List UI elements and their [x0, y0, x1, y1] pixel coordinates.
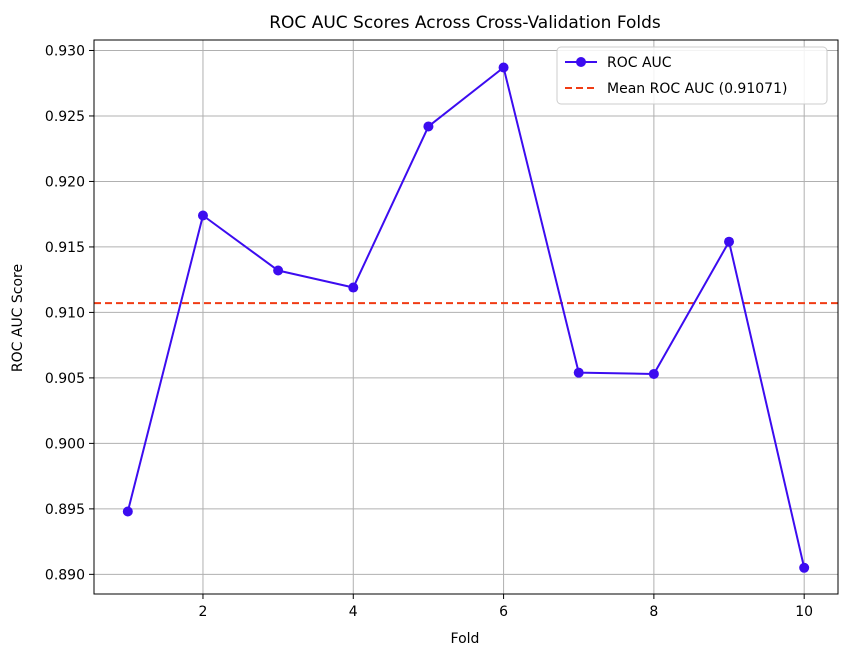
roc-auc-point: [122, 506, 133, 517]
grid-lines: [94, 40, 838, 594]
y-tick-label: 0.925: [45, 109, 85, 125]
y-tick-label: 0.915: [45, 240, 85, 256]
y-axis-ticks: 0.890 0.895 0.900 0.905 0.910 0.915 0.920 0.925…: [45, 43, 94, 583]
x-axis-ticks: 2 4 6 8 10: [199, 594, 813, 620]
y-axis-label: ROC AUC Score: [10, 264, 26, 372]
legend-label-mean: Mean ROC AUC (0.91071): [607, 81, 787, 97]
roc-auc-point: [197, 210, 208, 221]
legend-marker-roc-auc: [576, 57, 586, 67]
roc-auc-point: [573, 367, 584, 378]
data-series: [122, 62, 810, 573]
x-tick-label: 2: [199, 604, 208, 620]
roc-auc-point: [648, 368, 659, 379]
roc-auc-point: [498, 62, 509, 73]
roc-auc-point: [273, 265, 284, 276]
x-tick-label: 10: [795, 604, 813, 620]
x-tick-label: 4: [349, 604, 358, 620]
roc-auc-point: [423, 121, 434, 132]
legend-box: [556, 46, 828, 105]
y-tick-label: 0.920: [45, 174, 85, 190]
plot-frame: [93, 39, 839, 595]
y-tick-label: 0.890: [45, 567, 85, 583]
x-tick-label: 8: [649, 604, 658, 620]
y-tick-label: 0.910: [45, 305, 85, 321]
roc-auc-point: [799, 562, 810, 573]
y-tick-label: 0.895: [45, 502, 85, 518]
legend-label-roc-auc: ROC AUC: [607, 55, 672, 71]
y-tick-label: 0.905: [45, 371, 85, 387]
y-tick-label: 0.930: [45, 43, 85, 59]
roc-auc-point: [724, 236, 735, 247]
x-tick-label: 6: [499, 604, 508, 620]
chart-title: ROC AUC Scores Across Cross-Validation F…: [269, 13, 661, 33]
roc-auc-line: [126, 66, 806, 569]
legend: ROC AUC Mean ROC AUC (0.91071): [556, 46, 828, 105]
y-tick-label: 0.900: [45, 436, 85, 452]
roc-auc-point: [348, 282, 359, 293]
x-axis-label: Fold: [451, 631, 480, 647]
